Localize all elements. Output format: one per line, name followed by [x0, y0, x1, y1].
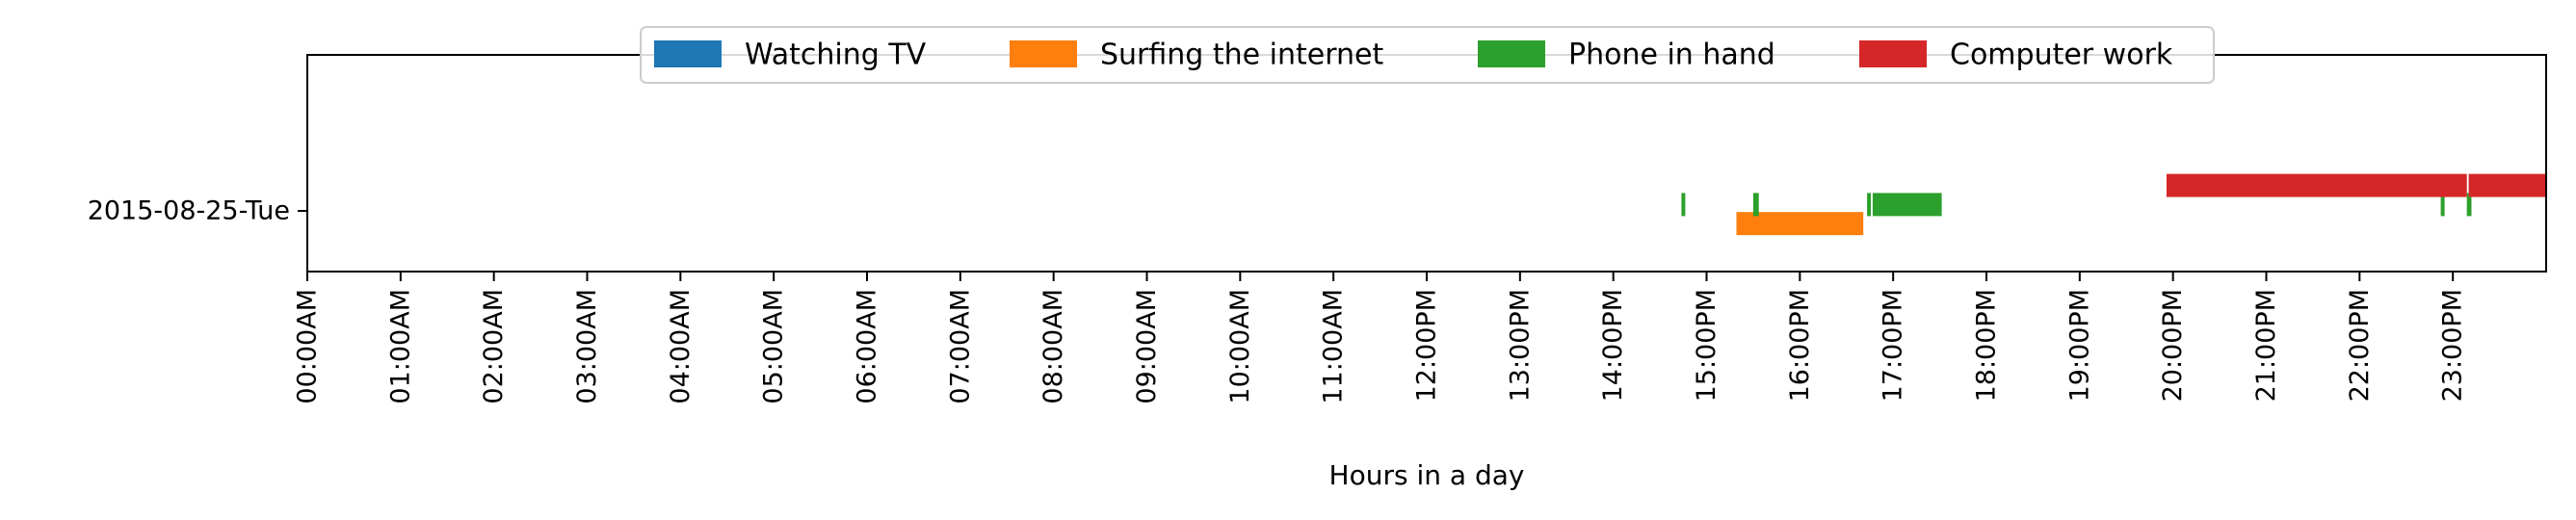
x-tick-label: 07:00AM — [945, 289, 975, 404]
x-tick-label: 02:00AM — [479, 289, 509, 404]
x-tick-label: 11:00AM — [1319, 289, 1349, 404]
x-tick-label: 08:00AM — [1038, 289, 1068, 404]
bar-computer-work-0 — [2166, 173, 2467, 197]
x-axis: 00:00AM 01:00AM 02:00AM 03:00AM 04:00AM 05:00… — [293, 272, 2468, 404]
bar-phone-in-hand-3 — [1872, 193, 1942, 217]
bar-phone-in-hand-4 — [2440, 193, 2445, 217]
y-tick-label-day: 2015-08-25-Tue — [88, 196, 290, 226]
x-tick-label: 12:00PM — [1412, 289, 1442, 402]
x-tick-label: 20:00PM — [2158, 289, 2188, 402]
bar-computer-work-1 — [2468, 173, 2546, 197]
x-tick-label: 22:00PM — [2345, 289, 2375, 402]
legend-label-surfing-the-internet: Surfing the internet — [1100, 39, 1383, 72]
bar-phone-in-hand-0 — [1681, 193, 1686, 217]
x-tick-label: 13:00PM — [1505, 289, 1535, 402]
x-tick-label: 03:00AM — [572, 289, 602, 404]
x-tick-label: 18:00PM — [1972, 289, 2002, 402]
y-axis: 2015-08-25-Tue — [88, 196, 307, 226]
x-tick-label: 04:00AM — [666, 289, 696, 404]
x-tick-label: 19:00PM — [2064, 289, 2094, 402]
legend-swatch-phone-in-hand — [1478, 40, 1545, 67]
x-tick-label: 10:00AM — [1225, 289, 1255, 404]
x-axis-title: Hours in a day — [1329, 459, 1525, 491]
x-tick-label: 00:00AM — [293, 289, 323, 404]
plot-frame — [306, 54, 2547, 273]
x-tick-label: 23:00PM — [2438, 289, 2468, 402]
legend: Watching TV Surfing the internet Phone in … — [640, 26, 2215, 84]
x-tick-label: 14:00PM — [1598, 289, 1628, 402]
legend-label-phone-in-hand: Phone in hand — [1568, 39, 1775, 72]
x-tick-label: 05:00AM — [759, 289, 789, 404]
bars-layer — [1681, 173, 2546, 236]
x-tick-label: 16:00PM — [1785, 289, 1815, 402]
legend-swatch-surfing-the-internet — [1010, 40, 1077, 67]
x-tick-label: 01:00AM — [385, 289, 415, 404]
x-tick-label: 21:00PM — [2251, 289, 2281, 402]
x-tick-label: 09:00AM — [1132, 289, 1162, 404]
legend-label-watching-tv: Watching TV — [745, 39, 927, 72]
legend-swatch-watching-tv — [654, 40, 722, 67]
x-tick-label: 15:00PM — [1692, 289, 1722, 402]
bar-phone-in-hand-2 — [1867, 193, 1872, 217]
bar-phone-in-hand-5 — [2466, 193, 2472, 217]
legend-label-computer-work: Computer work — [1950, 39, 2173, 72]
x-tick-label: 17:00PM — [1879, 289, 1908, 402]
x-tick-label: 06:00AM — [853, 289, 882, 404]
bar-phone-in-hand-1 — [1752, 193, 1759, 217]
legend-swatch-computer-work — [1859, 40, 1927, 67]
